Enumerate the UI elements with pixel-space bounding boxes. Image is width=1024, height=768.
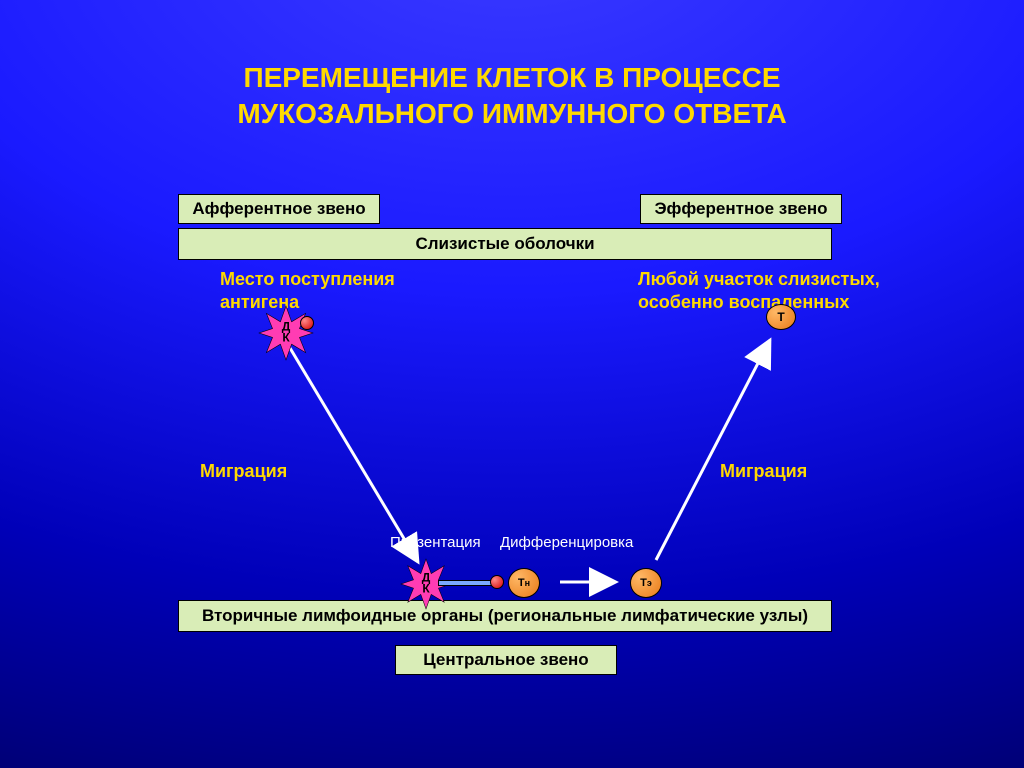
t-cell-top: Т <box>766 304 796 330</box>
mucosa-bar: Слизистые оболочки <box>178 228 832 260</box>
differentiation-label: Дифференцировка <box>500 534 633 551</box>
title-line-2: МУКОЗАЛЬНОГО ИММУННОГО ОТВЕТА <box>237 98 786 129</box>
migration-left-label: Миграция <box>200 460 287 483</box>
secondary-bar: Вторичные лимфоидные органы (региональны… <box>178 600 832 632</box>
slide: ПЕРЕМЕЩЕНИЕ КЛЕТОК В ПРОЦЕССЕ МУКОЗАЛЬНО… <box>0 0 1024 768</box>
any-mucosa-l1: Любой участок слизистых, <box>638 269 880 289</box>
title-line-1: ПЕРЕМЕЩЕНИЕ КЛЕТОК В ПРОЦЕССЕ <box>243 62 780 93</box>
afferent-box: Афферентное звено <box>178 194 380 224</box>
arrow-migration-up <box>656 340 770 560</box>
dc-star-bottom-label: ДК <box>422 573 431 596</box>
antigen-dot-top <box>300 316 314 330</box>
te-cell: Тэ <box>630 568 662 598</box>
arrow-migration-down <box>290 348 418 562</box>
dc-star-top-label: ДК <box>282 322 291 345</box>
any-mucosa-label: Любой участок слизистых, особенно воспал… <box>638 268 880 313</box>
slide-title: ПЕРЕМЕЩЕНИЕ КЛЕТОК В ПРОЦЕССЕ МУКОЗАЛЬНО… <box>0 60 1024 133</box>
dc-star-top: ДК <box>258 305 314 361</box>
migration-right-label: Миграция <box>720 460 807 483</box>
tn-cell: Тн <box>508 568 540 598</box>
antigen-entry-l1: Место поступления <box>220 269 395 289</box>
efferent-box: Эфферентное звено <box>640 194 842 224</box>
antigen-dot-bottom <box>490 575 504 589</box>
presentation-label: Презентация <box>390 534 481 551</box>
central-box: Центральное звено <box>395 645 617 675</box>
any-mucosa-l2: особенно воспаленных <box>638 292 849 312</box>
